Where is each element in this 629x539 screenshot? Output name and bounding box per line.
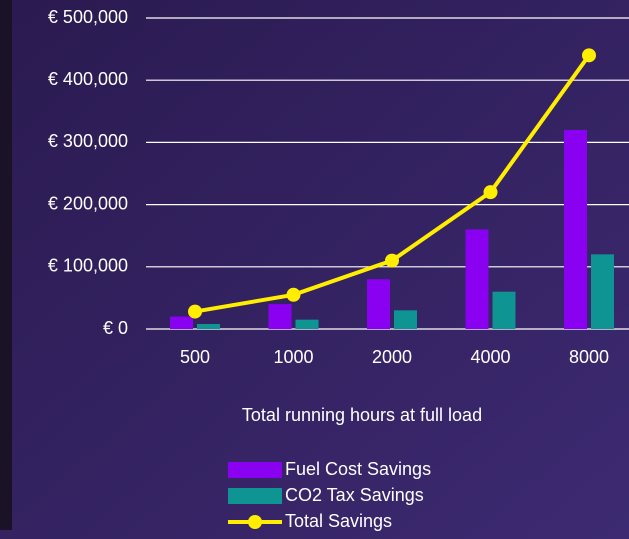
legend-label: CO2 Tax Savings (285, 485, 424, 505)
y-tick-label: € 0 (103, 318, 128, 338)
x-tick-label: 2000 (372, 347, 412, 367)
y-tick-label: € 100,000 (48, 256, 128, 276)
line-marker (287, 288, 301, 302)
line-marker (582, 48, 596, 62)
line-marker (385, 254, 399, 268)
bar (367, 279, 390, 329)
bar (564, 130, 587, 329)
bar (394, 310, 417, 329)
legend-swatch (228, 462, 282, 478)
bar (269, 304, 292, 329)
page: {"chart_data": {"type": "bar-line", "x_l… (0, 0, 629, 539)
legend-label: Fuel Cost Savings (285, 459, 431, 479)
x-tick-label: 8000 (569, 347, 609, 367)
left-strip (0, 0, 12, 530)
bar (466, 229, 489, 329)
line-marker (484, 185, 498, 199)
legend-swatch (228, 488, 282, 504)
bar (170, 317, 193, 329)
y-tick-label: € 200,000 (48, 193, 128, 213)
x-tick-label: 4000 (470, 347, 510, 367)
y-tick-label: € 300,000 (48, 131, 128, 151)
legend-label: Total Savings (285, 511, 392, 531)
legend-swatch (248, 515, 262, 529)
bar (197, 324, 220, 329)
bar (591, 254, 614, 329)
line-marker (188, 305, 202, 319)
bar (493, 292, 516, 329)
y-tick-label: € 500,000 (48, 7, 128, 27)
bar (296, 320, 319, 329)
y-tick-label: € 400,000 (48, 69, 128, 89)
x-tick-label: 1000 (273, 347, 313, 367)
x-axis-title: Total running hours at full load (242, 405, 482, 425)
x-tick-label: 500 (180, 347, 210, 367)
chart: Total running hours at full load € 0 € 10… (0, 0, 629, 539)
